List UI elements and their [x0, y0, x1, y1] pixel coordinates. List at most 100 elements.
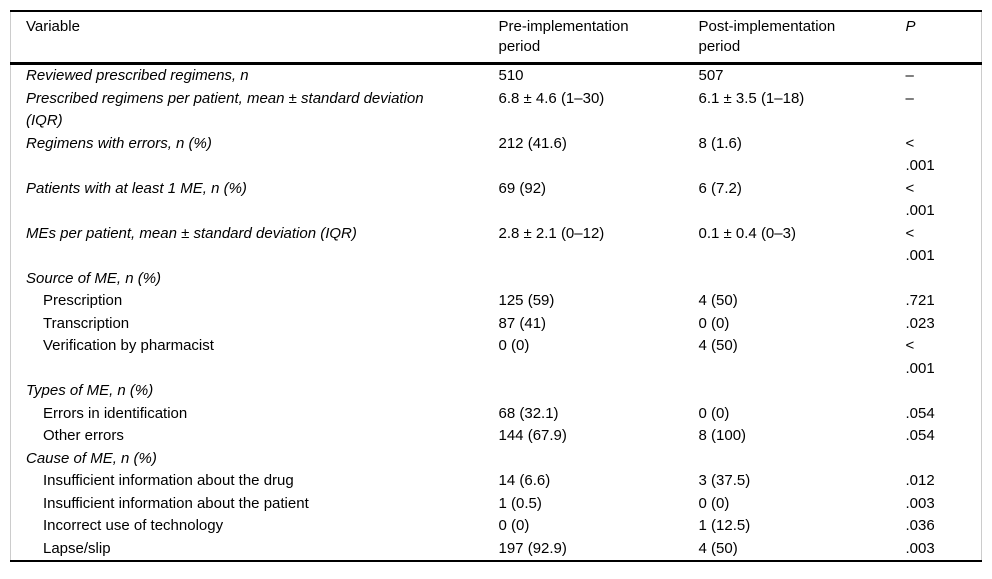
- post-period-value: [699, 380, 906, 403]
- p-value: .003: [906, 538, 982, 562]
- column-header-post-period: Post-implementation period: [698, 11, 906, 65]
- pre-period-value: 14 (6.6): [498, 472, 551, 489]
- row-label: Verification by pharmacist: [43, 337, 214, 354]
- post-period-value: 0 (0): [698, 494, 730, 512]
- post-period-value: 0 (0): [698, 314, 730, 332]
- p-value: [906, 448, 982, 471]
- table-row: Types of ME, n (%): [11, 380, 982, 403]
- pre-period-value: 197 (92.9): [498, 539, 567, 557]
- p-value-text: < .001: [905, 337, 935, 377]
- row-label: Source of ME, n (%): [26, 269, 162, 287]
- p-value: < .001: [906, 223, 982, 268]
- results-table: Variable Pre-implementation period Post-…: [10, 10, 982, 562]
- p-value-text: .003: [905, 539, 935, 557]
- table-row: Patients with at least 1 ME, n (%) 69 (92…: [11, 178, 982, 223]
- pre-period-value: 2.8 ± 2.1 (0–12): [498, 224, 605, 242]
- p-value-text: –: [905, 67, 914, 84]
- p-value: < .001: [906, 133, 982, 178]
- p-value-text: .054: [905, 427, 935, 444]
- post-period-value: [699, 448, 906, 471]
- table-row: Insufficient information about the drug 1…: [11, 470, 982, 493]
- row-label: Cause of ME, n (%): [26, 449, 157, 467]
- table-row: Other errors 144 (67.9) 8 (100) .054: [11, 425, 982, 448]
- pre-period-value: 0 (0): [498, 337, 530, 354]
- p-value-text: < .001: [905, 134, 935, 175]
- results-table-container: Variable Pre-implementation period Post-…: [10, 10, 982, 562]
- p-value-text: .023: [905, 314, 935, 332]
- column-header-variable: Variable: [10, 11, 499, 65]
- pre-period-value: [499, 448, 699, 471]
- table-row: Transcription 87 (41) 0 (0) .023: [11, 313, 982, 336]
- post-period-value: 6 (7.2): [698, 179, 742, 197]
- row-label: Lapse/slip: [43, 539, 111, 557]
- pre-period-value: 125 (59): [498, 292, 555, 309]
- p-value-text: < .001: [905, 179, 935, 220]
- p-value: .054: [906, 425, 982, 448]
- p-value: .012: [906, 470, 982, 493]
- table-row: Incorrect use of technology 0 (0) 1 (12.5)…: [11, 515, 982, 538]
- table-row: Reviewed prescribed regimens, n 510 507 –: [11, 64, 982, 88]
- row-label: Prescribed regimens per patient, mean ± …: [26, 89, 424, 130]
- post-period-value: 3 (37.5): [698, 472, 751, 489]
- column-header-label: Post-implementation period: [698, 18, 836, 55]
- table-row: Prescription 125 (59) 4 (50) .721: [11, 290, 982, 313]
- p-value: .054: [906, 403, 982, 426]
- pre-period-value: 212 (41.6): [498, 134, 567, 152]
- p-value-text: .054: [905, 404, 935, 422]
- row-label: Types of ME, n (%): [26, 382, 154, 399]
- table-row: MEs per patient, mean ± standard deviati…: [11, 223, 982, 268]
- post-period-value: 0 (0): [698, 404, 730, 422]
- row-label: Errors in identification: [43, 404, 188, 422]
- pre-period-value: 510: [498, 67, 524, 84]
- p-value: .721: [906, 290, 982, 313]
- post-period-value: [699, 268, 906, 291]
- column-header-pre-period: Pre-implementation period: [498, 11, 699, 65]
- pre-period-value: 144 (67.9): [498, 427, 567, 444]
- table-row: Source of ME, n (%): [11, 268, 982, 291]
- row-label: Insufficient information about the drug: [43, 472, 294, 489]
- row-label: MEs per patient, mean ± standard deviati…: [26, 224, 357, 242]
- post-period-value: 4 (50): [698, 292, 738, 309]
- table-row: Prescribed regimens per patient, mean ± …: [11, 88, 982, 133]
- p-value: [906, 380, 982, 403]
- table-row: Insufficient information about the patie…: [11, 493, 982, 516]
- pre-period-value: 0 (0): [498, 517, 530, 534]
- table-row: Errors in identification 68 (32.1) 0 (0) .0…: [11, 403, 982, 426]
- column-header-p: P: [905, 11, 982, 65]
- p-value: –: [906, 64, 982, 88]
- post-period-value: 6.1 ± 3.5 (1–18): [698, 89, 805, 107]
- p-value: .023: [906, 313, 982, 336]
- pre-period-value: 87 (41): [498, 314, 547, 332]
- pre-period-value: [499, 380, 699, 403]
- post-period-value: 8 (100): [698, 427, 747, 444]
- post-period-value: 507: [698, 67, 724, 84]
- row-label: Insufficient information about the patie…: [43, 494, 309, 512]
- column-header-label: Pre-implementation period: [498, 18, 629, 55]
- row-label: Other errors: [43, 427, 124, 444]
- header-row: Variable Pre-implementation period Post-…: [10, 11, 982, 65]
- p-value: < .001: [906, 178, 982, 223]
- post-period-value: 4 (50): [698, 539, 738, 557]
- pre-period-value: 1 (0.5): [498, 494, 542, 512]
- table-header: Variable Pre-implementation period Post-…: [10, 11, 982, 65]
- pre-period-value: 68 (32.1): [498, 404, 559, 422]
- p-value-text: .012: [905, 472, 935, 489]
- p-value-text: .003: [905, 494, 935, 512]
- table-row: Lapse/slip 197 (92.9) 4 (50) .003: [11, 538, 982, 562]
- row-label: Transcription: [43, 314, 130, 332]
- p-value-text: < .001: [905, 224, 935, 265]
- table-row: Regimens with errors, n (%) 212 (41.6) 8 (…: [11, 133, 982, 178]
- post-period-value: 1 (12.5): [698, 517, 751, 534]
- p-value: .003: [906, 493, 982, 516]
- p-value: < .001: [906, 335, 982, 380]
- table-row: Verification by pharmacist 0 (0) 4 (50) < .…: [11, 335, 982, 380]
- table-body: Reviewed prescribed regimens, n 510 507 – Pr…: [11, 64, 982, 562]
- table-row: Cause of ME, n (%): [11, 448, 982, 471]
- p-value-text: .036: [905, 517, 935, 534]
- pre-period-value: 69 (92): [498, 179, 547, 197]
- row-label: Patients with at least 1 ME, n (%): [26, 179, 247, 197]
- post-period-value: 8 (1.6): [698, 134, 742, 152]
- p-value-text: .721: [905, 292, 935, 309]
- post-period-value: 4 (50): [698, 337, 738, 354]
- row-label: Reviewed prescribed regimens, n: [26, 67, 249, 84]
